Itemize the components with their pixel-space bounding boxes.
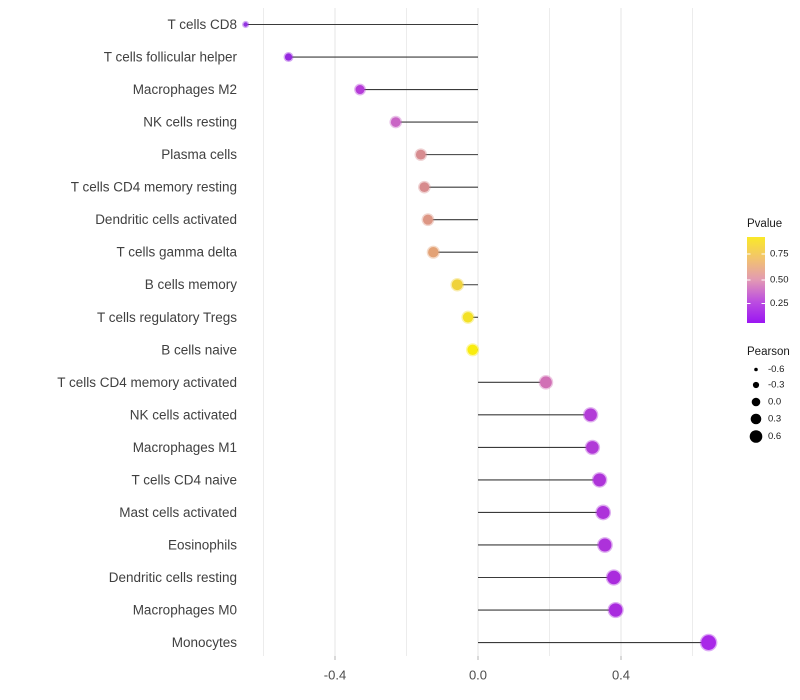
y-axis-label: B cells memory bbox=[145, 277, 238, 292]
lollipop-dot bbox=[451, 279, 463, 291]
lollipop-dot bbox=[584, 408, 597, 422]
y-axis-label: T cells regulatory Tregs bbox=[97, 310, 237, 325]
lollipop-dot bbox=[284, 53, 293, 61]
lollipop-dot bbox=[586, 441, 599, 454]
pearson-size-dot bbox=[749, 430, 763, 443]
grid-layer bbox=[263, 8, 693, 656]
lollipop-dot bbox=[428, 247, 439, 258]
lollipop-dot bbox=[422, 214, 433, 225]
y-axis-label: T cells CD8 bbox=[167, 17, 237, 32]
legend: Pvalue 0.75 0.50 0.25 Pearson -0.6 -0.3 0.0 0… bbox=[747, 218, 790, 443]
lollipop-dot bbox=[390, 117, 401, 127]
x-axis: -0.4 0.0 0.4 bbox=[324, 656, 630, 683]
x-tick-label: 0.0 bbox=[469, 668, 487, 683]
y-axis-label: T cells gamma delta bbox=[116, 245, 237, 260]
y-axis-label: Macrophages M1 bbox=[133, 440, 237, 455]
pearson-size-label: -0.3 bbox=[768, 380, 784, 391]
y-axis-label: Dendritic cells activated bbox=[95, 212, 237, 227]
pearson-size-label: -0.6 bbox=[768, 364, 784, 375]
lollipop-dot bbox=[355, 85, 365, 95]
y-axis-label: NK cells resting bbox=[143, 115, 237, 130]
lollipop-dot bbox=[243, 22, 248, 27]
y-axis-label: Plasma cells bbox=[161, 147, 237, 162]
lollipop-dot bbox=[607, 570, 621, 585]
lollipop-dot bbox=[593, 473, 606, 487]
y-axis-label: Mast cells activated bbox=[119, 505, 237, 520]
y-axis-label: T cells CD4 memory activated bbox=[57, 375, 237, 390]
y-axis-label: Macrophages M2 bbox=[133, 82, 237, 97]
y-axis-label: NK cells activated bbox=[130, 407, 237, 422]
pearson-size-label: 0.6 bbox=[768, 431, 781, 442]
legend-title-pvalue: Pvalue bbox=[747, 218, 782, 230]
legend-title-pearson: Pearson bbox=[747, 346, 790, 358]
pearson-size-dot bbox=[752, 381, 760, 389]
lollipop-dot bbox=[419, 182, 430, 193]
y-axis-label: B cells naive bbox=[161, 342, 237, 357]
rows-layer: T cells CD8 T cells follicular helper Macr… bbox=[57, 17, 718, 652]
lollipop-dot bbox=[467, 344, 478, 355]
y-axis-label: Eosinophils bbox=[168, 537, 237, 552]
pearson-size-label: 0.3 bbox=[768, 414, 781, 425]
pearson-size-label: 0.0 bbox=[768, 397, 781, 408]
lollipop-dot bbox=[596, 505, 610, 519]
y-axis-label: T cells CD4 naive bbox=[131, 472, 237, 487]
pearson-size-dot bbox=[751, 397, 761, 407]
pearson-size-dot bbox=[750, 413, 762, 425]
pearson-size-dot bbox=[754, 367, 758, 372]
y-axis-label: Dendritic cells resting bbox=[109, 570, 237, 585]
y-axis-label: Macrophages M0 bbox=[133, 603, 237, 618]
colorbar-tick-label: 0.50 bbox=[770, 275, 789, 286]
lollipop-dot bbox=[462, 312, 474, 323]
lollipop-dot bbox=[608, 603, 623, 617]
lollipop-dot bbox=[540, 376, 552, 389]
y-axis-label: T cells CD4 memory resting bbox=[71, 180, 237, 195]
lollipop-dot bbox=[415, 149, 426, 160]
pvalue-colorbar-ticks: 0.75 0.50 0.25 bbox=[747, 249, 789, 309]
colorbar-tick-label: 0.75 bbox=[770, 249, 789, 260]
x-tick-label: -0.4 bbox=[324, 668, 346, 683]
pvalue-colorbar bbox=[747, 237, 765, 323]
y-axis-label: Monocytes bbox=[172, 635, 238, 650]
y-axis-label: T cells follicular helper bbox=[104, 50, 238, 65]
x-tick-label: 0.4 bbox=[612, 668, 630, 683]
colorbar-tick-label: 0.25 bbox=[770, 298, 789, 309]
lollipop-dot bbox=[598, 538, 612, 552]
pearson-size-legend: -0.6 -0.3 0.0 0.3 0.6 bbox=[749, 364, 784, 443]
lollipop-dot bbox=[701, 635, 716, 650]
